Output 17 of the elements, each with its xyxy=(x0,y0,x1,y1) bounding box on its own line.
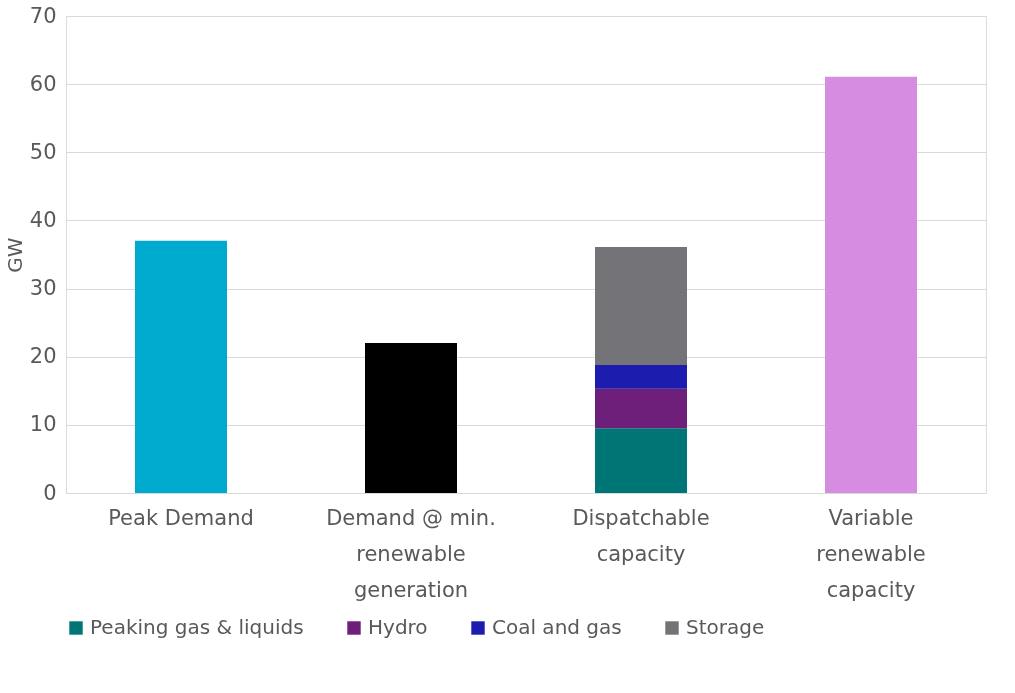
x-tick-label: Demand @ min. renewable generation xyxy=(326,505,496,602)
y-tick-label: 20 xyxy=(29,344,57,369)
y-tick-label: 30 xyxy=(29,276,57,301)
y-tick-label: 40 xyxy=(29,207,57,232)
y-tick-label: 70 xyxy=(29,3,57,28)
legend-label: Hydro xyxy=(368,615,428,639)
x-tick-label: Peak Demand xyxy=(108,505,254,530)
y-tick-label: 60 xyxy=(29,71,57,96)
y-tick-label: 10 xyxy=(29,412,57,437)
x-tick-label: Dispatchable capacity xyxy=(572,505,710,566)
y-tick-label: 50 xyxy=(29,139,57,164)
x-tick-label: Variable renewable capacity xyxy=(816,505,926,602)
legend-label: Coal and gas xyxy=(492,615,622,639)
legend-label: Storage xyxy=(686,615,765,639)
legend-label: Peaking gas & liquids xyxy=(90,615,304,639)
y-tick-label: 0 xyxy=(43,480,57,505)
y-axis-title: GW xyxy=(2,237,27,273)
